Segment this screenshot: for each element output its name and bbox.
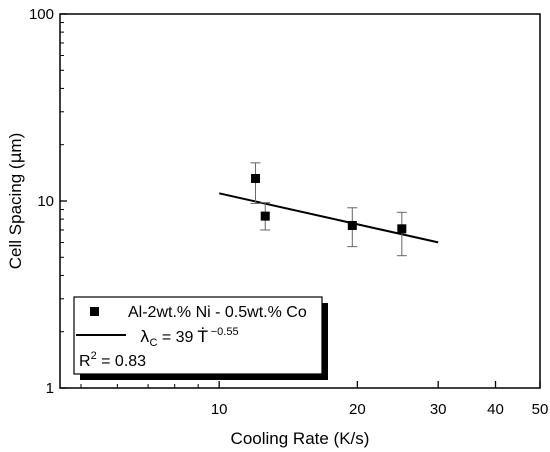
- x-tick-label: 40: [487, 401, 504, 418]
- fit-line: [218, 192, 439, 244]
- legend-r2-label: R2 = 0.83: [79, 350, 146, 370]
- data-point: [251, 173, 261, 183]
- legend-marker-square: [90, 307, 99, 316]
- data-point: [260, 211, 270, 221]
- axes: 1 10 100 10 20 30 40 50: [29, 6, 548, 418]
- y-tick-label: 100: [29, 6, 54, 23]
- x-tick-label: 20: [349, 401, 366, 418]
- legend-fit-label: λC = 39 Ṫ −0.55: [140, 326, 239, 349]
- y-tick-label: 10: [37, 193, 54, 210]
- y-axis-label: Cell Spacing (μm): [6, 133, 26, 269]
- x-tick-label: 10: [211, 401, 228, 418]
- y-tick-label: 1: [46, 380, 54, 397]
- x-tick-label: 30: [430, 401, 447, 418]
- data-point: [347, 220, 357, 230]
- x-axis-label: Cooling Rate (K/s): [231, 429, 370, 448]
- legend-series-label: Al-2wt.% Ni - 0.5wt.% Co: [128, 304, 307, 321]
- legend: Al-2wt.% Ni - 0.5wt.% Co λC = 39 Ṫ −0.55…: [73, 296, 328, 380]
- plot-area: [218, 162, 439, 257]
- x-tick-label: 50: [532, 401, 549, 418]
- data-point: [397, 224, 407, 234]
